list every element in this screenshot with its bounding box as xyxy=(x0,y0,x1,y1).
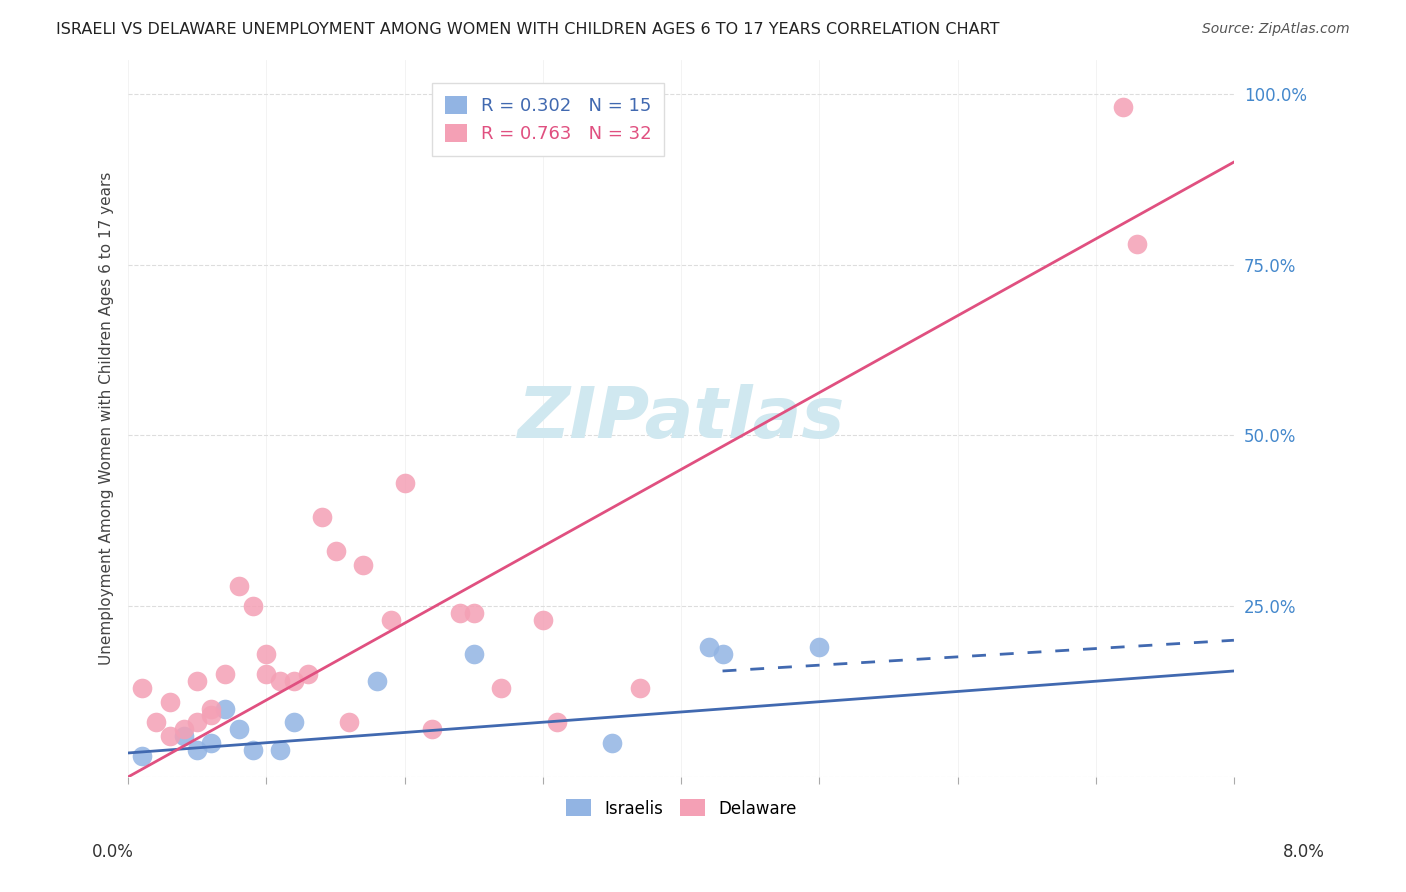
Point xyxy=(380,613,402,627)
Point xyxy=(420,722,443,736)
Point xyxy=(325,544,347,558)
Point xyxy=(697,640,720,654)
Point xyxy=(214,667,236,681)
Point xyxy=(600,736,623,750)
Point xyxy=(283,674,305,689)
Point xyxy=(711,647,734,661)
Point xyxy=(1126,237,1149,252)
Point xyxy=(531,613,554,627)
Point xyxy=(242,599,264,613)
Point xyxy=(131,681,153,695)
Text: 0.0%: 0.0% xyxy=(91,843,134,861)
Point xyxy=(200,708,222,723)
Point xyxy=(228,722,250,736)
Point xyxy=(159,695,181,709)
Point xyxy=(256,667,278,681)
Text: ZIPatlas: ZIPatlas xyxy=(517,384,845,453)
Point xyxy=(546,715,568,730)
Point xyxy=(491,681,513,695)
Point xyxy=(283,715,305,730)
Point xyxy=(242,742,264,756)
Point xyxy=(269,674,291,689)
Point xyxy=(131,749,153,764)
Point xyxy=(173,722,195,736)
Point xyxy=(463,606,485,620)
Point xyxy=(449,606,471,620)
Point xyxy=(337,715,360,730)
Point xyxy=(186,715,208,730)
Point xyxy=(1112,100,1135,114)
Point xyxy=(366,674,388,689)
Point xyxy=(173,729,195,743)
Point xyxy=(186,742,208,756)
Point xyxy=(352,558,374,573)
Point xyxy=(214,701,236,715)
Point xyxy=(463,647,485,661)
Point xyxy=(159,729,181,743)
Point xyxy=(200,736,222,750)
Text: ISRAELI VS DELAWARE UNEMPLOYMENT AMONG WOMEN WITH CHILDREN AGES 6 TO 17 YEARS CO: ISRAELI VS DELAWARE UNEMPLOYMENT AMONG W… xyxy=(56,22,1000,37)
Point xyxy=(200,701,222,715)
Point xyxy=(311,510,333,524)
Legend: Israelis, Delaware: Israelis, Delaware xyxy=(557,791,804,826)
Point xyxy=(186,674,208,689)
Point xyxy=(145,715,167,730)
Point xyxy=(256,647,278,661)
Point xyxy=(628,681,651,695)
Text: Source: ZipAtlas.com: Source: ZipAtlas.com xyxy=(1202,22,1350,37)
Point xyxy=(394,476,416,491)
Point xyxy=(297,667,319,681)
Point xyxy=(228,578,250,592)
Point xyxy=(808,640,831,654)
Text: 8.0%: 8.0% xyxy=(1282,843,1324,861)
Y-axis label: Unemployment Among Women with Children Ages 6 to 17 years: Unemployment Among Women with Children A… xyxy=(100,171,114,665)
Point xyxy=(269,742,291,756)
